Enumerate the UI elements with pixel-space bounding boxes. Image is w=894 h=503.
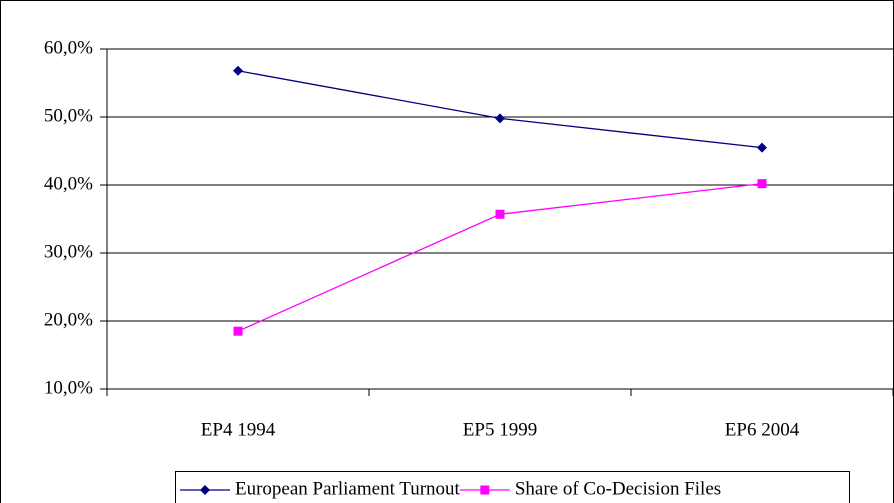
point	[233, 326, 243, 336]
legend-label: Share of Co-Decision Files	[515, 478, 721, 499]
point	[757, 142, 767, 153]
x-tick-label: EP6 2004	[725, 419, 800, 440]
point	[233, 65, 243, 76]
y-tick-label: 10,0%	[44, 377, 93, 398]
y-tick-label: 50,0%	[44, 105, 93, 126]
y-tick-label: 20,0%	[44, 309, 93, 330]
point	[757, 179, 767, 189]
y-tick-label: 30,0%	[44, 241, 93, 262]
x-tick-label: EP5 1999	[463, 419, 537, 440]
y-tick-label: 40,0%	[44, 173, 93, 194]
legend-label: European Parliament Turnout	[235, 478, 461, 499]
point	[495, 209, 505, 219]
x-tick-label: EP4 1994	[201, 419, 276, 440]
legend-marker	[200, 485, 210, 495]
point	[495, 113, 505, 124]
legend-marker	[480, 485, 490, 495]
legend-box	[175, 471, 850, 503]
y-tick-label: 60,0%	[44, 37, 93, 58]
